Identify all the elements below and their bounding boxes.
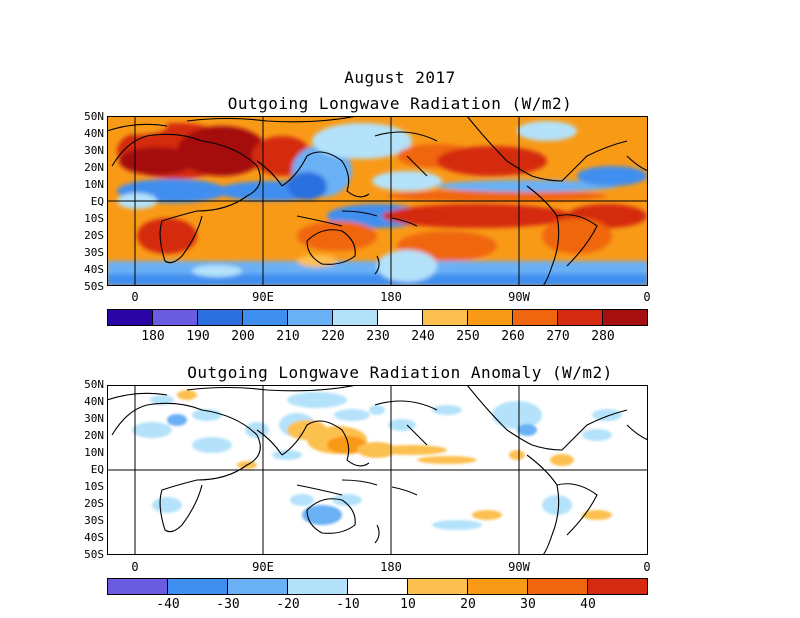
colorbar-swatch — [513, 310, 558, 325]
olr-panel-title: Outgoing Longwave Radiation (W/m2) — [227, 94, 573, 113]
colorbar-label: 30 — [520, 597, 536, 612]
colorbar-label: 250 — [456, 329, 480, 344]
colorbar-label: 180 — [141, 329, 165, 344]
lat-label: 10S — [84, 212, 104, 225]
colorbar-swatch — [348, 579, 408, 594]
colorbar-label: 230 — [366, 329, 390, 344]
lon-label: 0 — [131, 290, 139, 304]
lon-label: 0 — [643, 560, 651, 574]
lon-label: 180 — [380, 560, 402, 574]
colorbar-label: 40 — [580, 597, 596, 612]
colorbar-swatch — [198, 310, 243, 325]
colorbar-swatch — [153, 310, 198, 325]
colorbar-swatch — [468, 579, 528, 594]
colorbar-swatch — [558, 310, 603, 325]
lat-label: 50N — [84, 378, 104, 391]
colorbar-label: 220 — [321, 329, 345, 344]
lat-label: EQ — [90, 463, 104, 476]
lat-label: 50N — [84, 110, 104, 123]
colorbar-label: 190 — [186, 329, 210, 344]
olr-anomaly-map — [107, 385, 648, 555]
colorbar-label: -40 — [156, 597, 180, 612]
colorbar-swatch — [168, 579, 228, 594]
colorbar-label: -20 — [276, 597, 300, 612]
colorbar-label: 260 — [501, 329, 525, 344]
colorbar-label: 200 — [231, 329, 255, 344]
colorbar-swatch — [288, 579, 348, 594]
colorbar-label: 240 — [411, 329, 435, 344]
anomaly-colorbar — [107, 578, 648, 595]
lat-label: 30S — [84, 246, 104, 259]
lat-label: 20N — [84, 161, 104, 174]
lat-label: 10N — [84, 446, 104, 459]
lon-label: 180 — [380, 290, 402, 304]
main-title: August 2017 — [344, 68, 456, 87]
lat-label: 40S — [84, 263, 104, 276]
lon-label: 0 — [131, 560, 139, 574]
colorbar-swatch — [243, 310, 288, 325]
colorbar-label: 280 — [591, 329, 615, 344]
colorbar-swatch — [408, 579, 468, 594]
lat-label: 40N — [84, 127, 104, 140]
lon-label: 90E — [252, 290, 274, 304]
lat-label: 20S — [84, 497, 104, 510]
colorbar-swatch — [528, 579, 588, 594]
lat-label: EQ — [90, 195, 104, 208]
colorbar-swatch — [108, 579, 168, 594]
colorbar-label: 20 — [460, 597, 476, 612]
lat-label: 10N — [84, 178, 104, 191]
colorbar-label: 10 — [400, 597, 416, 612]
colorbar-swatch — [468, 310, 513, 325]
lat-label: 30N — [84, 412, 104, 425]
colorbar-label: 270 — [546, 329, 570, 344]
lat-label: 40N — [84, 395, 104, 408]
colorbar-swatch — [288, 310, 333, 325]
lon-label: 90W — [508, 290, 530, 304]
colorbar-label: -10 — [336, 597, 360, 612]
lat-label: 50S — [84, 548, 104, 561]
lat-label: 50S — [84, 280, 104, 293]
colorbar-swatch — [228, 579, 288, 594]
colorbar-swatch — [423, 310, 468, 325]
lon-label: 0 — [643, 290, 651, 304]
colorbar-swatch — [333, 310, 378, 325]
lon-label: 90E — [252, 560, 274, 574]
anomaly-panel-title: Outgoing Longwave Radiation Anomaly (W/m… — [187, 363, 613, 382]
colorbar-label: 210 — [276, 329, 300, 344]
lon-label: 90W — [508, 560, 530, 574]
lat-label: 10S — [84, 480, 104, 493]
lat-label: 20N — [84, 429, 104, 442]
lat-label: 30S — [84, 514, 104, 527]
colorbar-swatch — [603, 310, 647, 325]
lat-label: 30N — [84, 144, 104, 157]
colorbar-swatch — [108, 310, 153, 325]
olr-map — [107, 116, 648, 286]
colorbar-label: -30 — [216, 597, 240, 612]
colorbar-swatch — [378, 310, 423, 325]
lat-label: 20S — [84, 229, 104, 242]
colorbar-swatch — [588, 579, 647, 594]
olr-colorbar — [107, 309, 648, 326]
lat-label: 40S — [84, 531, 104, 544]
